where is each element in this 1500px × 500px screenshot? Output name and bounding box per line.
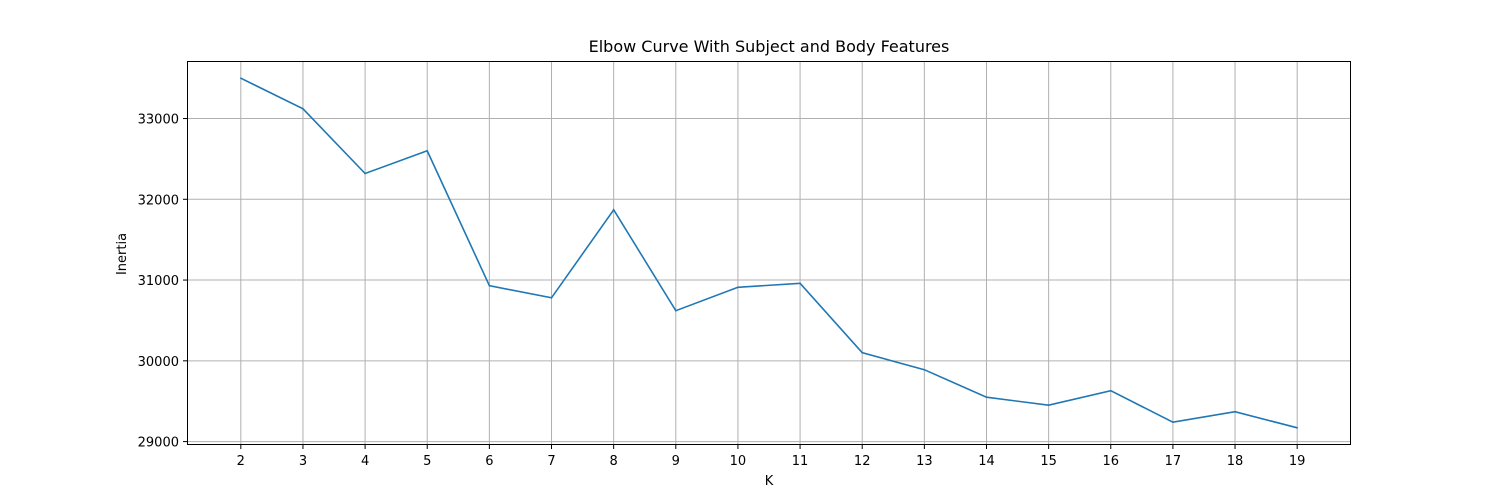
- x-tick-label: 16: [1102, 454, 1119, 469]
- data-point: [240, 77, 242, 79]
- y-axis-ticks: 29000 30000 31000 32000 33000: [138, 113, 188, 451]
- x-axis-ticks: 2 3 4 5 6 7 8 9 10 11 12 13 14 15 16 17 18 19: [237, 444, 1306, 469]
- data-point: [1234, 410, 1236, 413]
- x-tick-label: 10: [730, 454, 747, 469]
- data-point: [1296, 427, 1298, 429]
- grid-layer: [188, 62, 1350, 444]
- data-point: [923, 368, 926, 371]
- data-point: [364, 172, 366, 175]
- x-tick-label: 13: [916, 454, 933, 469]
- y-tick-label: 32000: [138, 193, 179, 208]
- x-axis-label: K: [765, 474, 774, 489]
- y-tick-label: 30000: [138, 355, 179, 370]
- data-point: [737, 286, 739, 289]
- data-point: [302, 108, 304, 110]
- x-tick-label: 5: [423, 454, 431, 469]
- chart-title: Elbow Curve With Subject and Body Featur…: [589, 37, 950, 56]
- x-tick-label: 8: [610, 454, 618, 469]
- data-point: [674, 309, 677, 312]
- x-tick-label: 15: [1040, 454, 1057, 469]
- x-tick-label: 17: [1165, 454, 1182, 469]
- data-point: [799, 282, 801, 285]
- data-point: [612, 208, 615, 211]
- data-point: [985, 396, 988, 398]
- plot-frame: [187, 61, 1351, 445]
- series-layer: [240, 77, 1298, 429]
- x-tick-label: 19: [1289, 454, 1306, 469]
- x-tick-label: 11: [792, 454, 809, 469]
- data-point: [488, 284, 491, 287]
- data-point: [1109, 389, 1112, 392]
- x-tick-label: 4: [361, 454, 369, 469]
- x-tick-label: 18: [1227, 454, 1244, 469]
- y-tick-label: 31000: [138, 274, 179, 289]
- x-tick-label: 7: [547, 454, 555, 469]
- x-tick-label: 14: [978, 454, 995, 469]
- data-point: [1172, 421, 1174, 423]
- data-point: [1047, 404, 1050, 407]
- x-tick-label: 9: [672, 454, 680, 469]
- y-tick-label: 33000: [138, 113, 179, 128]
- x-tick-label: 3: [299, 454, 307, 469]
- y-tick-label: 29000: [138, 436, 179, 451]
- y-axis-label: Inertia: [115, 233, 130, 275]
- data-point: [426, 150, 429, 152]
- data-point: [861, 351, 864, 354]
- x-tick-label: 12: [854, 454, 871, 469]
- inertia-line: [240, 77, 1298, 429]
- x-tick-label: 6: [485, 454, 493, 469]
- x-tick-label: 2: [237, 454, 245, 469]
- data-point: [550, 297, 553, 299]
